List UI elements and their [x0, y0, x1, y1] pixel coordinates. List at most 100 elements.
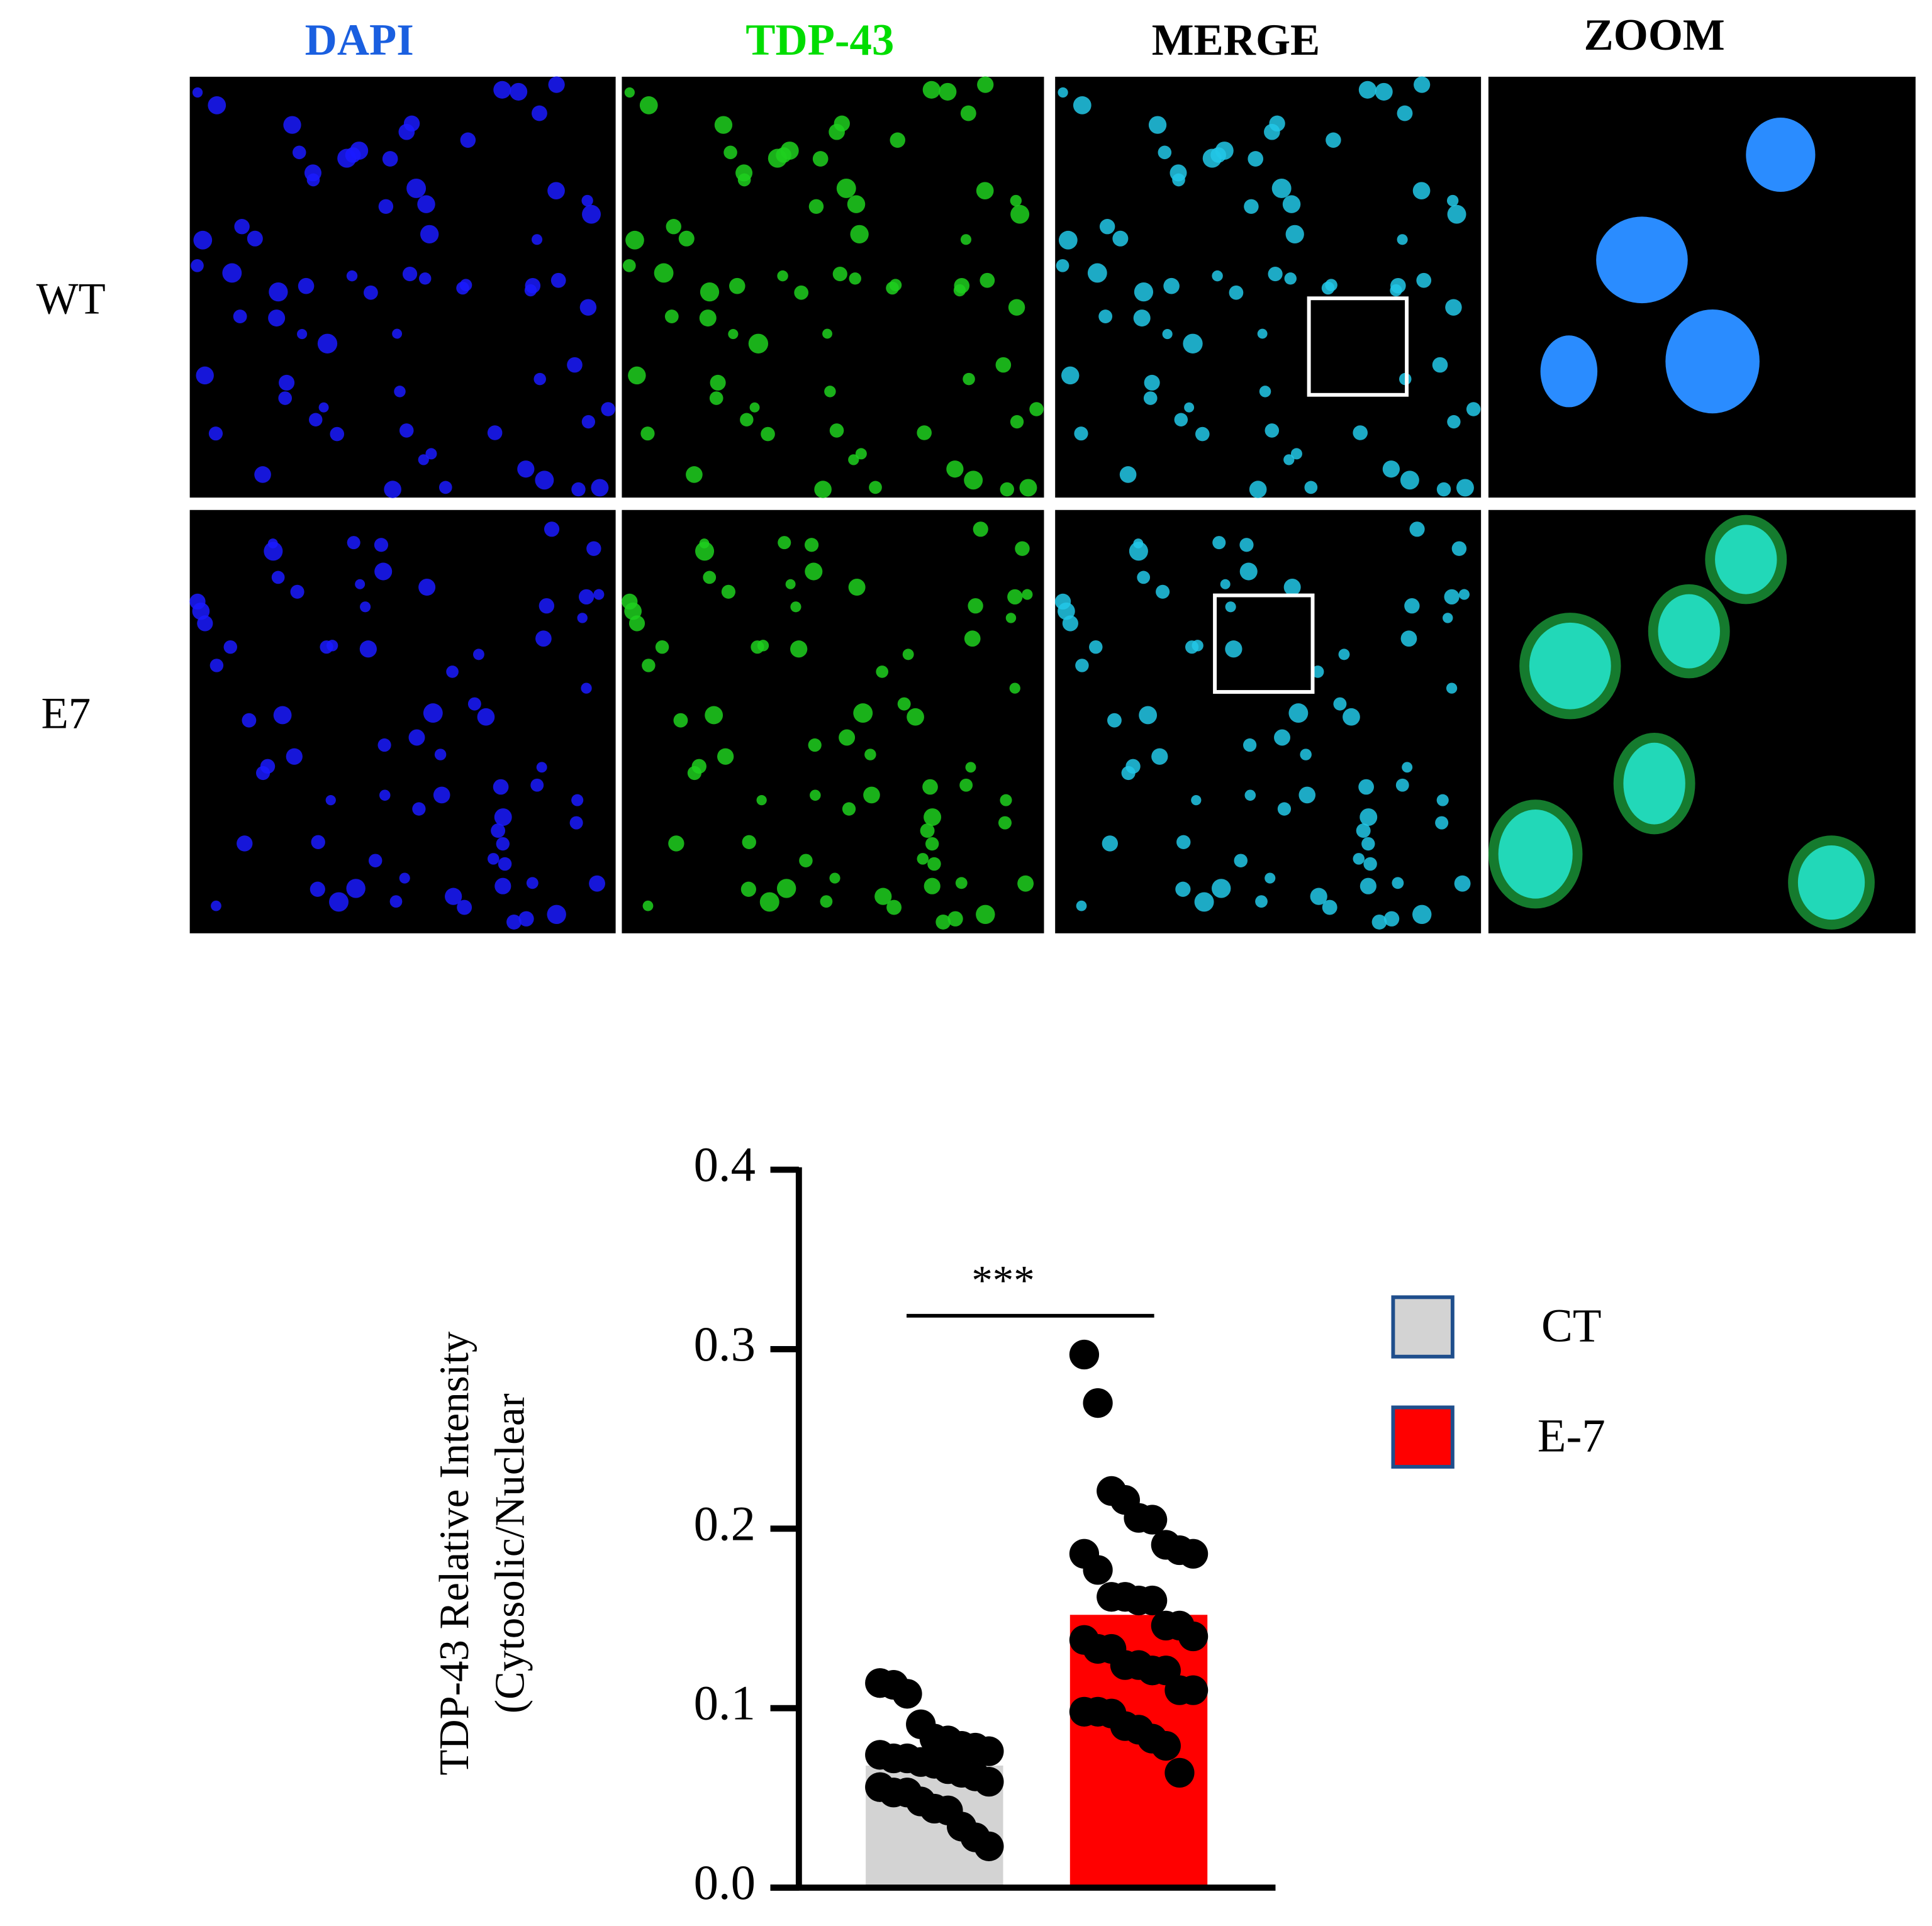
cell — [785, 579, 796, 589]
cell — [622, 259, 636, 272]
cell — [1058, 230, 1078, 250]
cell — [1005, 613, 1017, 623]
cell — [1058, 87, 1068, 98]
cell — [297, 329, 308, 340]
cell — [1397, 105, 1413, 121]
cell — [998, 816, 1012, 830]
cell — [591, 479, 609, 497]
y-tick-label: 0.3 — [694, 1317, 756, 1372]
cell — [1010, 194, 1022, 207]
cell — [1326, 132, 1341, 148]
cell — [960, 105, 976, 121]
cell — [399, 872, 410, 884]
nucleus — [1596, 216, 1688, 304]
cell — [1239, 538, 1254, 552]
cell — [579, 299, 597, 316]
legend-label: CT — [1541, 1300, 1602, 1352]
cell — [863, 786, 880, 804]
cell — [1195, 426, 1210, 442]
cell — [569, 816, 583, 830]
cell — [960, 234, 972, 245]
cell — [1402, 762, 1413, 773]
cell — [742, 835, 756, 850]
cell — [192, 87, 203, 98]
y-axis-label: (Cytosolic/Nuclear — [487, 1393, 533, 1713]
cell — [927, 857, 941, 871]
cell — [805, 562, 823, 581]
cell — [581, 415, 596, 429]
cell — [267, 538, 278, 548]
cell — [581, 194, 593, 207]
cell — [1277, 802, 1292, 816]
cell — [1099, 219, 1115, 235]
cell — [306, 173, 320, 187]
cell — [1445, 299, 1462, 316]
cell — [493, 81, 511, 99]
cell — [729, 277, 745, 294]
cell — [477, 708, 495, 726]
cell — [699, 538, 710, 548]
cell — [778, 536, 791, 550]
cell — [812, 151, 829, 167]
micrograph — [1488, 77, 1916, 498]
cell — [920, 823, 935, 838]
nucleus — [1529, 622, 1611, 710]
cell — [298, 277, 315, 294]
cell — [728, 329, 739, 340]
cell — [193, 230, 213, 250]
cell — [1268, 266, 1283, 282]
cell — [822, 328, 832, 339]
cell — [855, 448, 867, 460]
cell — [874, 888, 892, 905]
cell — [761, 426, 775, 442]
cell — [935, 915, 951, 930]
data-point — [974, 1736, 1004, 1766]
cell — [642, 659, 656, 672]
cell — [1338, 648, 1350, 660]
cell — [399, 423, 414, 438]
cell — [211, 900, 221, 911]
cell — [1298, 786, 1316, 804]
cell — [589, 875, 605, 892]
cell — [639, 96, 658, 114]
cell — [842, 802, 856, 816]
cell — [717, 748, 734, 765]
cell — [737, 173, 751, 187]
cell — [494, 877, 511, 894]
cell — [1000, 482, 1015, 497]
cell — [757, 640, 769, 652]
cell — [1397, 234, 1408, 245]
cell — [347, 536, 360, 550]
cell — [329, 892, 349, 912]
cell — [947, 911, 963, 927]
cell — [364, 285, 378, 300]
cell — [283, 116, 301, 134]
micrographs — [189, 76, 1916, 933]
cell — [330, 426, 345, 442]
legend-swatch — [1391, 1295, 1455, 1359]
cell — [804, 538, 819, 552]
cell — [721, 584, 735, 599]
cell — [496, 837, 510, 851]
cell — [278, 391, 293, 405]
cell — [687, 765, 702, 781]
data-point — [1137, 1505, 1168, 1535]
cell — [402, 266, 418, 282]
data-point — [1178, 1621, 1209, 1652]
cell — [848, 454, 859, 465]
cell — [1098, 309, 1113, 323]
cell — [1404, 598, 1420, 614]
cell — [1353, 425, 1368, 440]
cell — [433, 786, 450, 804]
micrograph — [189, 509, 616, 933]
cell — [1192, 640, 1203, 652]
cell — [1265, 872, 1276, 884]
cell — [337, 148, 357, 168]
y-tick-label: 0.2 — [694, 1496, 756, 1551]
cell — [1290, 448, 1302, 460]
cell — [234, 219, 250, 235]
cell — [346, 270, 358, 282]
cell — [1008, 299, 1025, 316]
cell — [1175, 881, 1191, 897]
cell — [547, 182, 565, 200]
